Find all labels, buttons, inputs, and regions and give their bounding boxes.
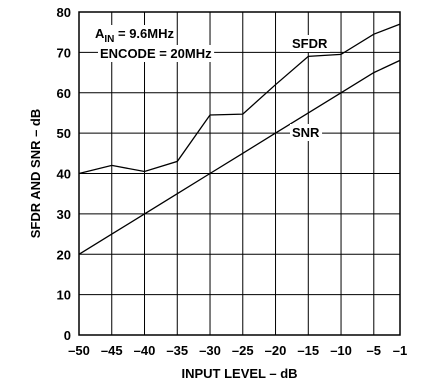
series-label-snr-mask xyxy=(290,124,323,141)
series-label-sfdr-mask xyxy=(290,35,330,52)
x-tick-label: –1 xyxy=(393,343,407,358)
x-tick-label: –5 xyxy=(367,343,381,358)
annotation-encode-mask xyxy=(98,45,215,62)
y-tick-label: 60 xyxy=(57,86,71,101)
y-tick-label: 10 xyxy=(57,288,71,303)
y-tick-label: 80 xyxy=(57,5,71,20)
y-axis-label: SFDR AND SNR – dB xyxy=(28,109,43,239)
y-tick-labels: 0 10 20 30 40 50 60 70 80 xyxy=(57,5,71,343)
y-tick-label: 20 xyxy=(57,247,71,262)
x-tick-label: –10 xyxy=(330,343,352,358)
x-tick-label: –50 xyxy=(68,343,90,358)
x-tick-labels: –50 –45 –40 –35 –30 –25 –20 –15 –10 –5 –1 xyxy=(68,343,407,358)
annotation-ain-subscript: IN xyxy=(104,34,114,45)
x-tick-label: –15 xyxy=(297,343,319,358)
y-tick-label: 70 xyxy=(57,45,71,60)
annotation-ain-prefix: A xyxy=(95,26,105,41)
y-tick-label: 0 xyxy=(64,328,71,343)
y-tick-label: 40 xyxy=(57,167,71,182)
y-tick-label: 30 xyxy=(57,207,71,222)
x-tick-label: –25 xyxy=(232,343,254,358)
annotation-ain: AIN = 9.6MHz xyxy=(95,26,174,45)
annotation-encode: ENCODE = 20MHz xyxy=(100,46,212,61)
series-lines xyxy=(78,23,401,255)
y-tick-label: 50 xyxy=(57,126,71,141)
annotation-ain-value: = 9.6MHz xyxy=(114,26,174,41)
series-line-sfdr xyxy=(78,23,401,175)
x-tick-label: –35 xyxy=(166,343,188,358)
x-tick-label: –20 xyxy=(265,343,287,358)
series-line-snr xyxy=(78,59,401,255)
annotation-ain-mask xyxy=(93,25,177,46)
x-tick-label: –30 xyxy=(199,343,221,358)
x-tick-label: –40 xyxy=(134,343,156,358)
grid-lines xyxy=(79,12,400,335)
x-axis-label: INPUT LEVEL – dB xyxy=(181,366,297,381)
series-label-sfdr: SFDR xyxy=(292,36,328,51)
x-tick-label: –45 xyxy=(101,343,123,358)
series-label-snr: SNR xyxy=(292,125,320,140)
